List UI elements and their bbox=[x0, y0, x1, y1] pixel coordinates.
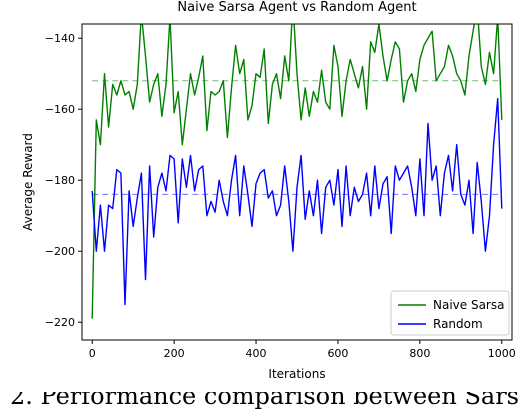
y-tick-label: −140 bbox=[45, 32, 75, 45]
x-tick-label: 400 bbox=[246, 347, 267, 360]
x-tick-label: 200 bbox=[164, 347, 185, 360]
x-tick-label: 600 bbox=[327, 347, 348, 360]
y-tick-label: −180 bbox=[45, 174, 75, 187]
legend-label-random: Random bbox=[433, 317, 483, 331]
mean-reference-lines bbox=[92, 80, 502, 195]
y-axis-ticks: −220 −200 −180 −160 −140 bbox=[45, 32, 82, 329]
series-line-random bbox=[91, 97, 503, 306]
figure-caption: 2. Performance comparison between Sarsa bbox=[0, 392, 518, 412]
x-tick-label: 1000 bbox=[488, 347, 516, 360]
chart-figure: Naive Sarsa Agent vs Random Agent 0 200 40… bbox=[21, 0, 516, 381]
plot-frame bbox=[81, 23, 513, 341]
series-line-naive-sarsa bbox=[91, 24, 503, 319]
y-tick-label: −160 bbox=[45, 103, 75, 116]
legend: Naive Sarsa Random bbox=[390, 290, 510, 336]
chart-title: Naive Sarsa Agent vs Random Agent bbox=[177, 0, 416, 15]
legend-label-naive-sarsa: Naive Sarsa bbox=[433, 298, 504, 312]
y-tick-label: −220 bbox=[45, 316, 75, 329]
y-tick-label: −200 bbox=[45, 245, 75, 258]
plot-area bbox=[81, 23, 513, 341]
y-axis-label: Average Reward bbox=[21, 133, 35, 231]
x-tick-label: 0 bbox=[89, 347, 96, 360]
x-tick-label: 800 bbox=[409, 347, 430, 360]
x-axis-ticks: 0 200 400 600 800 1000 bbox=[89, 340, 516, 360]
series-lines bbox=[91, 24, 503, 319]
x-axis-label: Iterations bbox=[268, 367, 325, 381]
caption-text: 2. Performance comparison between Sarsa bbox=[10, 392, 518, 410]
